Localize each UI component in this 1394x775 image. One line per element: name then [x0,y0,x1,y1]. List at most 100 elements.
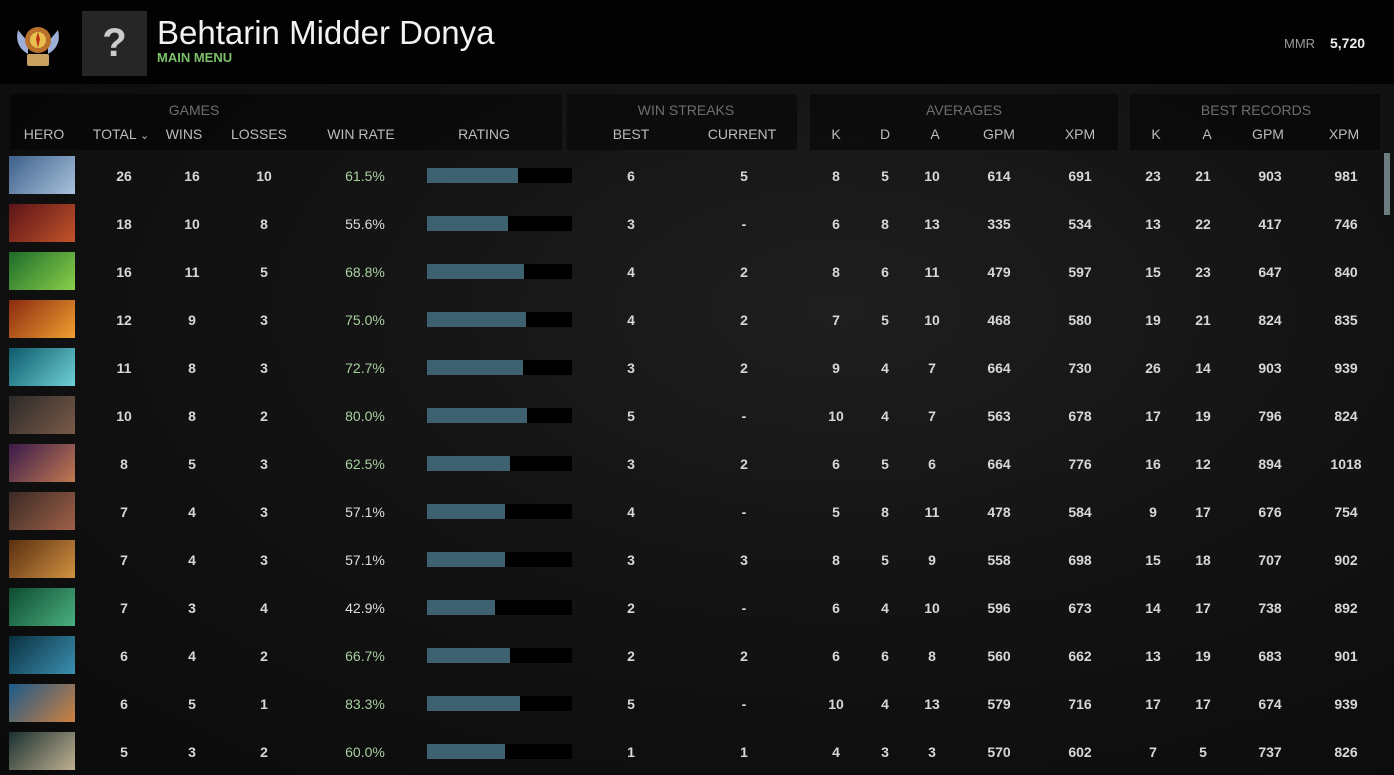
cell-xpm: 597 [1068,264,1092,280]
cell-gpm: 579 [987,696,1011,712]
hero-portrait[interactable] [9,684,75,722]
table-row[interactable]: 5 3 2 60.0% 1 1 4 3 3 570 602 7 5 737 826 [0,727,1380,775]
hero-portrait[interactable] [9,732,75,770]
cell-k: 6 [832,648,840,664]
col-best-xpm[interactable]: XPM [1328,126,1360,142]
table-row[interactable]: 6 4 2 66.7% 2 2 6 6 8 560 662 13 19 683 901 [0,631,1380,679]
table-row[interactable]: 10 8 2 80.0% 5 - 10 4 7 563 678 17 19 796 824 [0,391,1380,439]
col-avg-xpm[interactable]: XPM [1064,126,1096,142]
cell-bk: 15 [1145,264,1161,280]
cell-a: 7 [928,360,936,376]
col-total[interactable]: TOTAL ⌄ [93,126,149,142]
cell-gpm: 563 [987,408,1011,424]
col-current-streak[interactable]: CURRENT [707,126,777,142]
profile-header: ? Behtarin Midder Donya MAIN MENU MMR 5,… [0,0,1394,84]
hero-portrait[interactable] [9,492,75,530]
table-row[interactable]: 8 5 3 62.5% 3 2 6 5 6 664 776 16 12 894 1018 [0,439,1380,487]
col-win-rate[interactable]: WIN RATE [327,126,395,142]
table-row[interactable]: 16 11 5 68.8% 4 2 8 6 11 479 597 15 23 647 840 [0,247,1380,295]
cell-a: 13 [924,216,940,232]
cell-gpm: 614 [987,168,1011,184]
cell-win-rate: 68.8% [345,264,385,280]
cell-bxpm: 835 [1334,312,1358,328]
hero-portrait[interactable] [9,348,75,386]
col-hero[interactable]: HERO [23,126,65,142]
col-losses[interactable]: LOSSES [230,126,288,142]
rating-bar [427,456,572,471]
table-row[interactable]: 11 8 3 72.7% 3 2 9 4 7 664 730 26 14 903 939 [0,343,1380,391]
cell-xpm: 534 [1068,216,1092,232]
table-row[interactable]: 7 4 3 57.1% 3 3 8 5 9 558 698 15 18 707 902 [0,535,1380,583]
table-row[interactable]: 6 5 1 83.3% 5 - 10 4 13 579 716 17 17 674 939 [0,679,1380,727]
hero-portrait[interactable] [9,636,75,674]
cell-win-rate: 61.5% [345,168,385,184]
rating-bar [427,600,572,615]
hero-portrait[interactable] [9,204,75,242]
games-group [10,94,562,150]
col-best-gpm[interactable]: GPM [1252,126,1284,142]
rating-bar-fill [427,264,525,279]
cell-win-rate: 66.7% [345,648,385,664]
cell-k: 8 [832,264,840,280]
games-group-label: GAMES [168,102,220,118]
table-row[interactable]: 7 4 3 57.1% 4 - 5 8 11 478 584 9 17 676 754 [0,487,1380,535]
cell-win-rate: 83.3% [345,696,385,712]
player-avatar[interactable]: ? [82,11,147,76]
cell-total: 10 [116,408,132,424]
cell-bxpm: 746 [1334,216,1358,232]
rating-bar-fill [427,168,519,183]
cell-bxpm: 824 [1334,408,1358,424]
cell-losses: 10 [256,168,272,184]
table-row[interactable]: 12 9 3 75.0% 4 2 7 5 10 468 580 19 21 824 835 [0,295,1380,343]
cell-k: 10 [828,408,844,424]
cell-ba: 17 [1195,696,1211,712]
table-row[interactable]: 18 10 8 55.6% 3 - 6 8 13 335 534 13 22 417 746 [0,199,1380,247]
cell-wins: 8 [188,408,196,424]
averages-group-label: AVERAGES [926,102,1002,118]
cell-total: 6 [120,696,128,712]
cell-xpm: 584 [1068,504,1092,520]
cell-gpm: 479 [987,264,1011,280]
cell-d: 5 [881,552,889,568]
cell-losses: 3 [260,552,268,568]
cell-bk: 26 [1145,360,1161,376]
col-best-a[interactable]: A [1202,126,1212,142]
cell-bk: 14 [1145,600,1161,616]
col-avg-gpm[interactable]: GPM [983,126,1015,142]
table-row[interactable]: 26 16 10 61.5% 6 5 8 5 10 614 691 23 21 903 981 [0,151,1380,199]
cell-losses: 4 [260,600,268,616]
cell-wins: 9 [188,312,196,328]
col-best-k[interactable]: K [1151,126,1161,142]
col-avg-a[interactable]: A [930,126,940,142]
cell-bgpm: 737 [1258,744,1282,760]
hero-portrait[interactable] [9,252,75,290]
rating-bar-fill [427,504,506,519]
hero-portrait[interactable] [9,300,75,338]
rating-bar [427,216,572,231]
cell-current: 2 [740,360,748,376]
table-row[interactable]: 7 3 4 42.9% 2 - 6 4 10 596 673 14 17 738 892 [0,583,1380,631]
col-avg-k[interactable]: K [831,126,841,142]
cell-total: 11 [116,360,132,376]
hero-portrait[interactable] [9,444,75,482]
cell-bxpm: 754 [1334,504,1358,520]
col-best-streak[interactable]: BEST [612,126,650,142]
col-wins[interactable]: WINS [165,126,203,142]
cell-bk: 16 [1145,456,1161,472]
hero-portrait[interactable] [9,540,75,578]
main-menu-link[interactable]: MAIN MENU [157,50,233,65]
col-rating[interactable]: RATING [458,126,510,142]
cell-wins: 8 [188,360,196,376]
cell-losses: 3 [260,504,268,520]
hero-portrait[interactable] [9,396,75,434]
cell-total: 18 [116,216,132,232]
cell-bgpm: 738 [1258,600,1282,616]
hero-portrait[interactable] [9,588,75,626]
cell-ba: 18 [1195,552,1211,568]
cell-win-rate: 75.0% [345,312,385,328]
hero-portrait[interactable] [9,156,75,194]
scrollbar[interactable] [1384,153,1390,215]
rating-bar [427,696,572,711]
cell-best: 3 [627,552,635,568]
col-avg-d[interactable]: D [879,126,891,142]
